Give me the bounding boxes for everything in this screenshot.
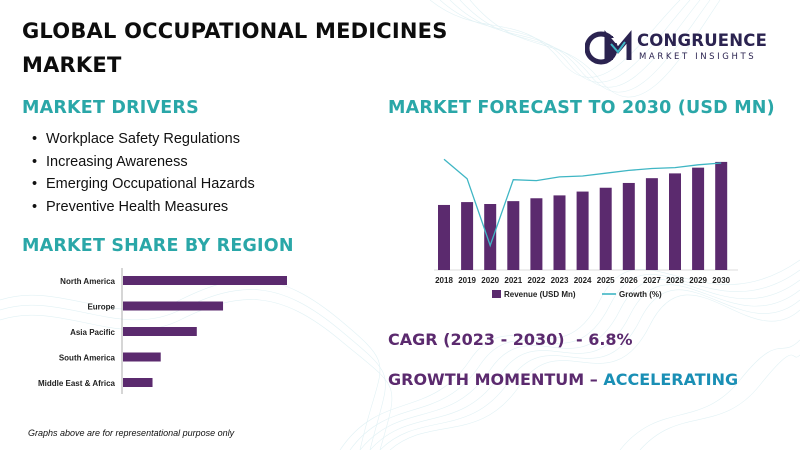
region-category-label: North America — [60, 277, 115, 286]
cagr-label: CAGR (2023 - 2030) — [388, 330, 565, 349]
bullet-icon: • — [32, 198, 38, 215]
list-item: • Increasing Awareness — [32, 151, 255, 174]
revenue-bar — [461, 202, 474, 270]
region-category-label: Middle East & Africa — [38, 379, 116, 388]
forecast-heading: MARKET FORECAST TO 2030 (USD MN) — [388, 98, 775, 118]
logo-mark-icon — [585, 30, 632, 65]
revenue-bar — [507, 201, 520, 270]
region-bar — [123, 301, 224, 311]
year-tick-label: 2021 — [504, 276, 522, 285]
region-category-label: Europe — [87, 303, 115, 312]
region-category-label: Asia Pacific — [70, 328, 115, 337]
forecast-bar-chart: 2018 2019 2020 2021 2022 2023 2024 2025 2026 2027… — [434, 158, 738, 299]
region-bar-chart: North America Europe Asia Pacific South Ame… — [38, 268, 287, 394]
revenue-bar — [622, 182, 635, 270]
bullet-icon: • — [32, 153, 38, 170]
year-tick-label: 2030 — [712, 276, 730, 285]
momentum-value: ACCELERATING — [597, 370, 739, 389]
driver-text: Workplace Safety Regulations — [46, 131, 240, 147]
revenue-bar — [645, 178, 658, 270]
list-item: • Workplace Safety Regulations — [32, 128, 255, 151]
year-tick-label: 2029 — [689, 276, 707, 285]
year-tick-label: 2026 — [620, 276, 638, 285]
logo-name: CONGRUENCE — [637, 31, 768, 50]
revenue-bar — [692, 167, 705, 270]
region-bar — [123, 378, 153, 387]
region-category-label: South America — [59, 354, 116, 363]
revenue-bar — [599, 187, 612, 270]
year-tick-label: 2028 — [666, 276, 684, 285]
drivers-heading: MARKET DRIVERS — [22, 98, 199, 118]
region-heading: MARKET SHARE BY REGION — [22, 236, 294, 256]
list-item: • Preventive Health Measures — [32, 196, 255, 219]
revenue-bar — [669, 173, 681, 270]
year-tick-label: 2020 — [481, 276, 499, 285]
year-tick-label: 2018 — [435, 276, 453, 285]
year-tick-label: 2019 — [458, 276, 476, 285]
legend-revenue-swatch — [492, 290, 501, 298]
brand-logo: CONGRUENCE MARKET INSIGHTS — [585, 28, 785, 68]
driver-text: Increasing Awareness — [46, 153, 188, 170]
driver-text: Emerging Occupational Hazards — [46, 176, 255, 192]
list-item: • Emerging Occupational Hazards — [32, 173, 255, 196]
drivers-list: • Workplace Safety Regulations • Increasin… — [32, 128, 255, 218]
legend-revenue-label: Revenue (USD Mn) — [504, 290, 576, 299]
revenue-bar — [438, 204, 450, 270]
momentum-label: GROWTH MOMENTUM – — [388, 370, 598, 389]
region-bar — [123, 276, 287, 285]
driver-text: Preventive Health Measures — [46, 198, 229, 215]
year-tick-label: 2027 — [643, 276, 661, 285]
year-tick-label: 2022 — [528, 276, 546, 285]
region-bar — [123, 327, 197, 336]
footnote: Graphs above are for representational pu… — [28, 428, 235, 438]
year-tick-label: 2023 — [551, 276, 569, 285]
logo-tagline: MARKET INSIGHTS — [639, 52, 757, 62]
growth-momentum: GROWTH MOMENTUM – ACCELERATING — [388, 370, 738, 389]
legend-growth-label: Growth (%) — [619, 290, 662, 299]
cagr-value: - 6.8% — [576, 330, 633, 349]
revenue-bar — [484, 204, 497, 270]
revenue-bar — [576, 191, 589, 270]
page-title: GLOBAL OCCUPATIONAL MEDICINES MARKET — [22, 19, 448, 77]
region-bar — [123, 352, 161, 362]
revenue-bar — [553, 195, 566, 270]
revenue-bar — [530, 198, 543, 270]
year-tick-label: 2025 — [597, 276, 615, 285]
revenue-bar — [715, 161, 728, 270]
bullet-icon: • — [32, 131, 38, 147]
bullet-icon: • — [32, 176, 38, 192]
growth-line — [443, 158, 722, 248]
year-tick-label: 2024 — [574, 276, 592, 285]
